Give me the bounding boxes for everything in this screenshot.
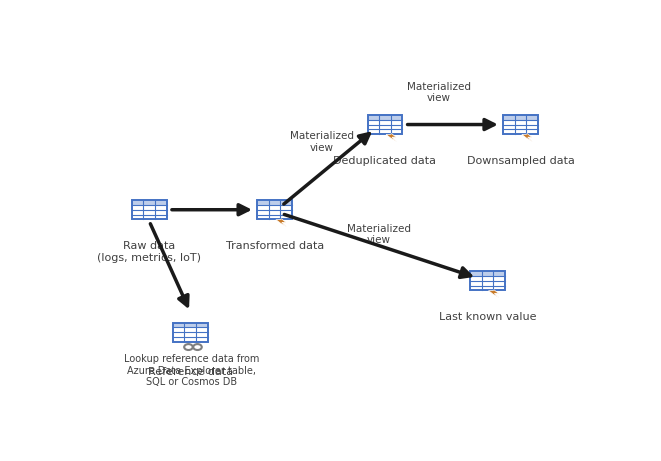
Polygon shape — [276, 219, 286, 227]
Polygon shape — [488, 290, 499, 298]
Bar — [173, 323, 208, 327]
Text: Materialized
view: Materialized view — [407, 82, 471, 103]
Text: Deduplicated data: Deduplicated data — [333, 156, 436, 166]
Text: Raw data
(logs, metrics, IoT): Raw data (logs, metrics, IoT) — [97, 241, 201, 263]
Text: Lookup reference data from
Azure Data Explorer table,
SQL or Cosmos DB: Lookup reference data from Azure Data Ex… — [124, 354, 259, 387]
Text: Last known value: Last known value — [438, 312, 536, 322]
Bar — [368, 115, 402, 134]
Bar — [132, 200, 167, 219]
Text: Downsampled data: Downsampled data — [467, 156, 574, 166]
Bar — [470, 271, 504, 290]
Bar — [470, 271, 504, 290]
Bar — [503, 115, 538, 120]
Bar — [368, 115, 402, 120]
Bar — [470, 271, 504, 276]
Bar — [257, 200, 292, 219]
Bar — [173, 323, 208, 342]
Bar — [257, 200, 292, 219]
Text: Materialized
view: Materialized view — [290, 131, 354, 153]
Bar — [257, 200, 292, 205]
Polygon shape — [522, 134, 532, 142]
Bar — [503, 115, 538, 134]
Bar — [368, 115, 402, 134]
Text: Transformed data: Transformed data — [225, 241, 324, 251]
Bar — [173, 323, 208, 342]
Bar — [503, 115, 538, 134]
Text: Materialized
view: Materialized view — [347, 224, 410, 245]
Bar — [132, 200, 167, 205]
Bar — [132, 200, 167, 219]
Text: Reference data: Reference data — [147, 367, 233, 377]
Polygon shape — [386, 134, 397, 142]
